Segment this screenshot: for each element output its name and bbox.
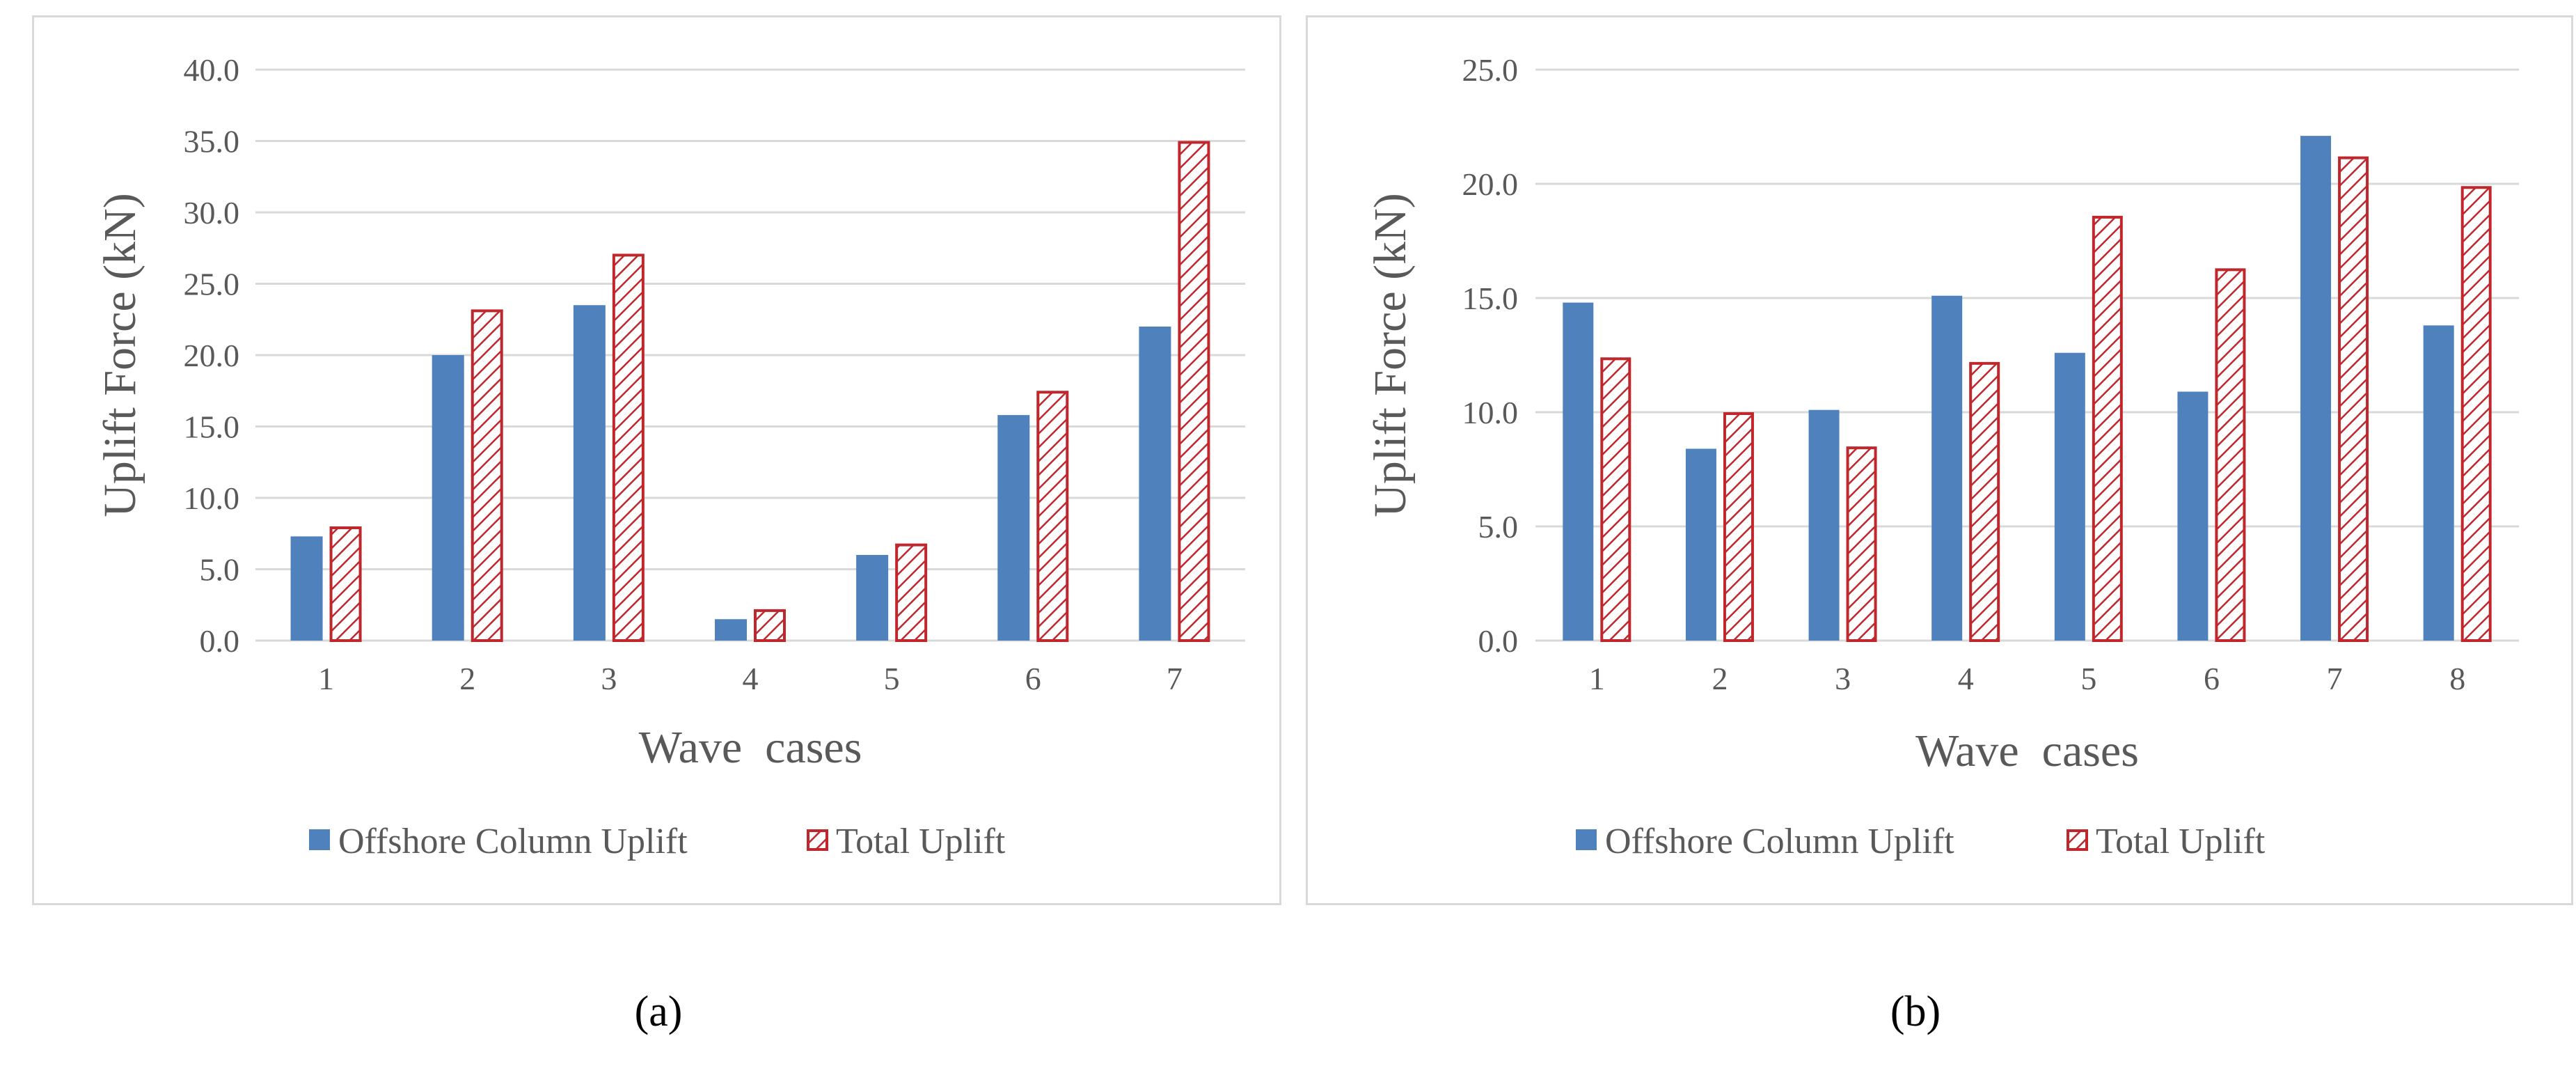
chart-a-y-tick-label: 0.0 [200,623,240,659]
chart-b-bar-total-2 [1723,412,1754,642]
chart-b-x-tick-label: 4 [1958,661,1974,696]
chart-b-x-tick-label: 8 [2449,661,2465,696]
chart-b-x-tick-label: 2 [1712,661,1728,696]
chart-a-bar-offshore-4 [715,619,747,641]
chart-a-x-tick-label: 6 [1025,661,1041,696]
chart-b-legend-label-total: Total Uplift [2096,822,2266,861]
chart-b-bar-offshore-4 [1931,295,1963,641]
chart-a-svg: 0.0 5.0 10.0 15.0 20.0 25.0 30.0 35.0 40.0 1 2 3 4 5 6… [95,52,1245,861]
chart-panel-b: 0.0 5.0 10.0 15.0 20.0 25.0 1 2 3 4 5 6 7 8 Uplift For… [1306,15,2573,905]
chart-a-y-tick-label: 10.0 [184,480,240,516]
chart-b-x-axis-title: Wave cases [1915,726,2139,776]
chart-b-x-tick-label: 5 [2080,661,2096,696]
chart-a-legend-swatch-offshore [309,829,330,850]
chart-a-bar-offshore-5 [856,555,889,641]
chart-b-bar-offshore-3 [1808,409,1840,641]
chart-a-bar-offshore-2 [432,355,464,641]
chart-b-bar-total-1 [1600,357,1631,642]
chart-b-x-tick-label: 7 [2327,661,2343,696]
chart-b-svg: 0.0 5.0 10.0 15.0 20.0 25.0 1 2 3 4 5 6 7 8 Uplift For… [1365,52,2519,861]
chart-a-bar-total-1 [329,526,362,642]
chart-b-x-tick-label: 6 [2204,661,2220,696]
chart-a-x-tick-label: 7 [1167,661,1183,696]
chart-b-bar-total-8 [2460,186,2492,642]
chart-a-x-tick-label: 2 [459,661,475,696]
chart-a-bar-total-2 [471,309,503,642]
chart-b-bar-offshore-5 [2054,352,2085,641]
chart-a-x-tick-label: 5 [884,661,900,696]
chart-b-y-tick-label: 25.0 [1462,52,1519,88]
chart-b-bar-total-6 [2215,268,2246,642]
chart-a-bar-total-6 [1036,391,1069,642]
chart-a-bar-offshore-3 [573,305,606,641]
chart-a-bar-total-4 [754,609,786,643]
chart-a-x-axis-title: Wave cases [639,722,862,773]
caption-b-letter: b [1904,988,1927,1035]
chart-a-y-tick-label: 5.0 [200,552,240,588]
caption-a-letter: a [649,988,668,1035]
chart-a-x-tick-label: 4 [743,661,759,696]
chart-a-x-tick-label: 1 [318,661,334,696]
chart-panel-a: 0.0 5.0 10.0 15.0 20.0 25.0 30.0 35.0 40.0 1 2 3 4 5 6… [32,15,1281,905]
chart-b-y-tick-label: 15.0 [1462,281,1519,316]
chart-b-bar-offshore-2 [1685,448,1716,641]
chart-b-y-tick-label: 5.0 [1478,509,1519,545]
chart-a-bar-total-3 [612,253,645,642]
chart-a-y-tick-label: 40.0 [184,52,240,88]
chart-b-x-tick-label: 3 [1835,661,1851,696]
chart-a-y-tick-label: 20.0 [184,338,240,373]
chart-b-y-tick-label: 0.0 [1478,623,1519,659]
caption-a: (a) [634,988,683,1035]
chart-b-bar-total-3 [1846,446,1877,642]
chart-b-bar-total-5 [2092,215,2123,643]
chart-a-legend-swatch-total [807,829,828,851]
chart-b-y-tick-label: 10.0 [1462,395,1519,430]
chart-a-legend-label-total: Total Uplift [836,822,1006,861]
chart-b-bar-offshore-7 [2300,136,2332,641]
chart-a-y-tick-label: 30.0 [184,195,240,230]
chart-b-x-tick-label: 1 [1589,661,1605,696]
chart-a-y-axis-title: Uplift Force (kN) [95,193,145,517]
chart-b-bar-total-4 [1969,361,2000,642]
chart-a-y-tick-label: 35.0 [184,124,240,159]
chart-b-y-axis-title: Uplift Force (kN) [1365,193,1416,517]
caption-b: (b) [1890,988,1941,1035]
chart-a-x-tick-label: 3 [601,661,617,696]
chart-b-legend-label-offshore: Offshore Column Uplift [1605,822,1954,861]
chart-b-bar-offshore-8 [2423,325,2454,641]
chart-b-legend-swatch-total [2067,829,2088,851]
chart-b-bar-offshore-1 [1563,302,1594,641]
chart-b-bar-offshore-6 [2177,391,2208,641]
chart-a-bar-offshore-7 [1139,327,1171,641]
chart-a-y-tick-label: 15.0 [184,409,240,445]
chart-b-bar-total-7 [2338,156,2369,642]
chart-a-bar-offshore-1 [290,536,323,641]
chart-a-legend-label-offshore: Offshore Column Uplift [338,822,688,861]
chart-b-legend-swatch-offshore [1576,829,1597,850]
chart-a-bar-total-7 [1178,141,1210,642]
chart-b-y-tick-label: 20.0 [1462,166,1519,202]
chart-a-y-tick-label: 25.0 [184,267,240,302]
chart-a-bar-offshore-6 [997,415,1030,641]
chart-a-bar-total-5 [895,543,928,642]
